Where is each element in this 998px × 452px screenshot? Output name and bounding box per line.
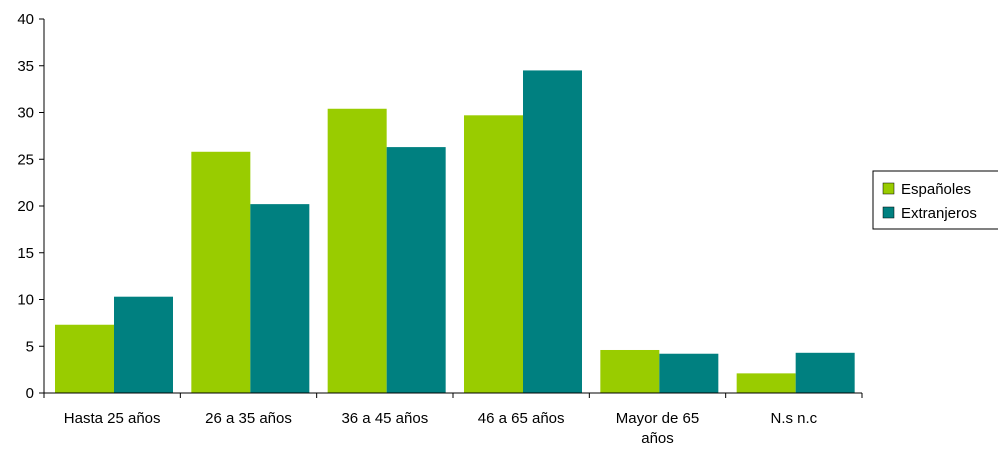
bars-group bbox=[55, 70, 855, 394]
bar-espanoles-0 bbox=[55, 324, 114, 393]
bar-extranjeros-2 bbox=[386, 147, 446, 393]
x-tick-label: Hasta 25 años bbox=[64, 410, 161, 427]
x-tick-label: 46 a 65 años bbox=[478, 410, 565, 427]
y-tick-label: 0 bbox=[26, 385, 34, 402]
bar-extranjeros-3 bbox=[523, 70, 582, 394]
bar-espanoles-5 bbox=[736, 373, 796, 393]
bar-espanoles-2 bbox=[327, 108, 387, 393]
x-tick-label: N.s n.c bbox=[770, 410, 817, 427]
bar-extranjeros-5 bbox=[795, 352, 855, 393]
y-tick-label: 20 bbox=[17, 198, 34, 215]
bar-espanoles-3 bbox=[464, 115, 523, 394]
bar-extranjeros-1 bbox=[250, 204, 310, 393]
y-tick-label: 35 bbox=[17, 58, 34, 75]
bar-extranjeros-4 bbox=[659, 353, 719, 393]
axes-group: 0 5 10 15 20 25 30 35 40 Hasta 25 años 26 a 35 año… bbox=[17, 11, 863, 447]
legend-box bbox=[872, 170, 998, 230]
y-tick-label: 15 bbox=[17, 245, 34, 262]
y-tick-label: 25 bbox=[17, 151, 34, 168]
legend: Españoles Extranjeros bbox=[872, 170, 998, 230]
x-tick-label: 36 a 45 años bbox=[341, 410, 428, 427]
x-tick-label: Mayor de 65 años bbox=[616, 410, 699, 447]
bar-espanoles-1 bbox=[191, 151, 251, 393]
bar-espanoles-4 bbox=[600, 349, 660, 393]
y-tick-label: 10 bbox=[17, 292, 34, 309]
legend-label: Extranjeros bbox=[901, 205, 977, 222]
legend-label: Españoles bbox=[901, 181, 971, 198]
y-tick-label: 40 bbox=[17, 11, 34, 28]
y-tick-label: 30 bbox=[17, 105, 34, 122]
legend-swatch bbox=[882, 182, 895, 195]
bar-extranjeros-0 bbox=[114, 296, 173, 393]
legend-swatch bbox=[882, 206, 895, 219]
y-tick-label: 5 bbox=[26, 338, 34, 355]
x-tick-label: 26 a 35 años bbox=[205, 410, 292, 427]
